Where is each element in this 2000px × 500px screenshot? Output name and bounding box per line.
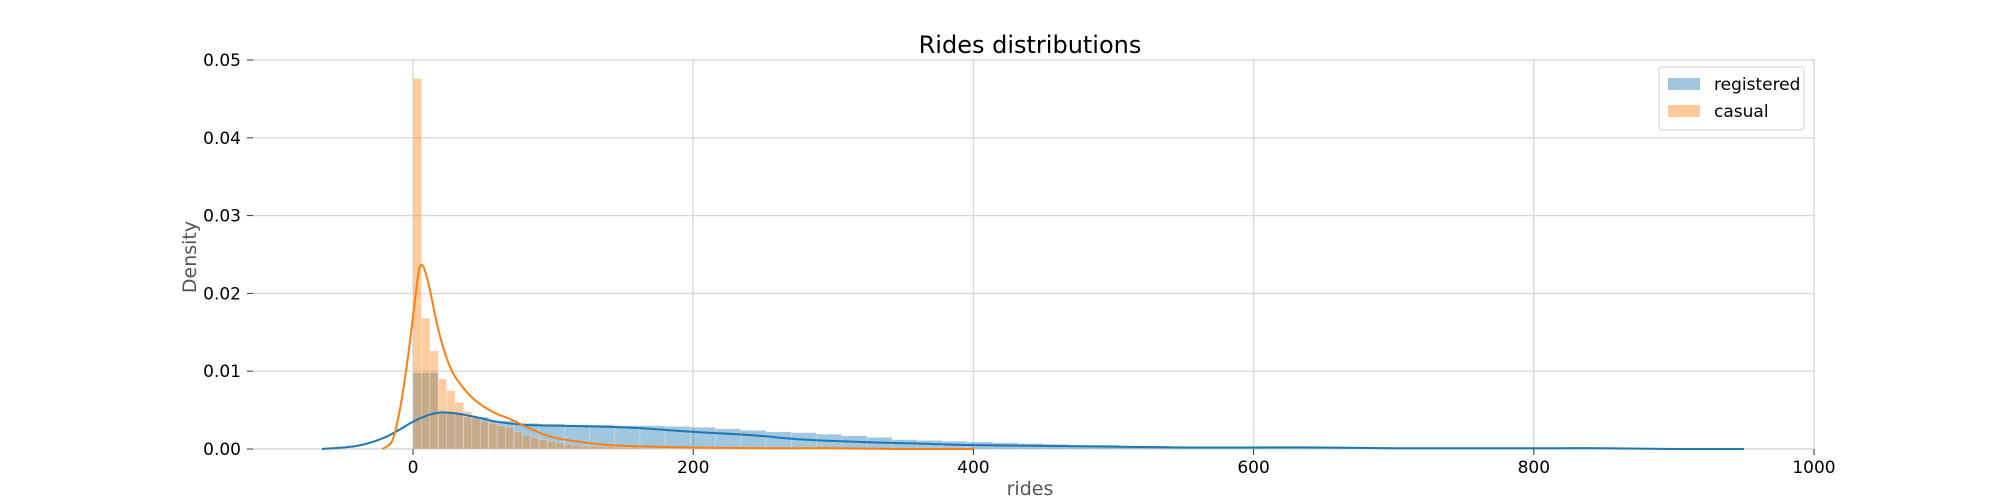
- histogram-registered: [412, 372, 1725, 450]
- histogram-bar-registered: [715, 428, 742, 450]
- kde-curve-casual: [381, 263, 974, 451]
- histogram-bars: [412, 78, 1725, 450]
- histogram-bar-casual: [547, 440, 557, 450]
- histogram-bar-casual: [664, 447, 674, 450]
- kde-curve-registered: [321, 411, 1744, 451]
- grid-lines: [253, 59, 1815, 450]
- histogram-bar-casual: [471, 417, 481, 450]
- histogram-bar-casual: [479, 420, 489, 450]
- histogram-bar-casual: [648, 447, 658, 450]
- legend-swatch-casual: [1668, 105, 1700, 117]
- histogram-bar-casual: [513, 431, 523, 450]
- x-tick-label: 400: [957, 458, 989, 478]
- y-tick-label: 0.03: [203, 207, 241, 227]
- histogram-bar-casual: [564, 444, 574, 450]
- histogram-bar-casual: [530, 437, 540, 450]
- histogram-bar-casual: [429, 350, 439, 450]
- legend-label-registered: registered: [1714, 75, 1800, 95]
- y-tick-label: 0.05: [203, 51, 241, 71]
- x-tick-label: 0: [408, 458, 419, 478]
- y-tick-label: 0.02: [203, 284, 241, 304]
- histogram-bar-casual: [488, 423, 498, 450]
- histogram-bar-casual: [614, 447, 624, 450]
- histogram-bar-registered: [690, 426, 716, 450]
- legend: registered casual: [1658, 66, 1805, 131]
- histogram-bar-casual: [631, 447, 641, 450]
- histogram-bar-casual: [597, 446, 607, 450]
- histogram-bar-casual: [673, 447, 683, 450]
- histogram-bar-casual: [437, 378, 447, 450]
- x-tick-label: 600: [1237, 458, 1269, 478]
- histogram-bar-casual: [412, 78, 422, 450]
- histogram-bar-casual: [656, 447, 666, 450]
- histogram-bar-registered: [639, 425, 666, 450]
- x-tick-label: 200: [677, 458, 709, 478]
- histogram-bar-registered: [614, 425, 641, 450]
- y-axis-label: Density: [179, 221, 201, 293]
- y-tick-label: 0.04: [203, 129, 241, 149]
- kde-curves: [321, 263, 1744, 451]
- histogram-bar-casual: [446, 390, 456, 450]
- histogram-bar-casual: [555, 442, 565, 450]
- histogram-casual: [412, 78, 969, 450]
- legend-swatch-registered: [1668, 78, 1700, 90]
- histogram-bar-casual: [572, 444, 582, 450]
- x-tick-label: 800: [1518, 458, 1550, 478]
- histogram-bar-casual: [521, 434, 531, 450]
- histogram-bar-casual: [589, 445, 599, 450]
- histogram-bar-casual: [538, 439, 548, 450]
- x-tick-label: 1000: [1792, 458, 1835, 478]
- histogram-bar-casual: [421, 317, 431, 450]
- histogram-bar-casual: [454, 402, 464, 450]
- histogram-bar-registered: [488, 420, 515, 450]
- histogram-bar-registered: [412, 372, 439, 450]
- histogram-bar-registered: [564, 424, 590, 450]
- histogram-bar-registered: [765, 431, 792, 450]
- histogram-bar-casual: [606, 446, 616, 450]
- y-tick-label: 0.00: [203, 440, 241, 460]
- histogram-bar-casual: [639, 447, 649, 450]
- histogram-bar-casual: [505, 426, 515, 450]
- histogram-bar-registered: [740, 430, 767, 450]
- histogram-bar-casual: [463, 411, 473, 450]
- histogram-bar-casual: [580, 445, 590, 450]
- histogram-bar-casual: [622, 447, 632, 450]
- y-tick-label: 0.01: [203, 362, 241, 382]
- x-axis-label: rides: [1007, 478, 1054, 500]
- chart-title: Rides distributions: [919, 31, 1142, 59]
- legend-frame: [1658, 66, 1805, 131]
- axes: 0.00 0.01 0.02 0.03 0.04 0.05 0 200 400 600 800 100…: [203, 51, 1835, 478]
- histogram-bar-casual: [496, 425, 506, 450]
- legend-label-casual: casual: [1714, 102, 1769, 122]
